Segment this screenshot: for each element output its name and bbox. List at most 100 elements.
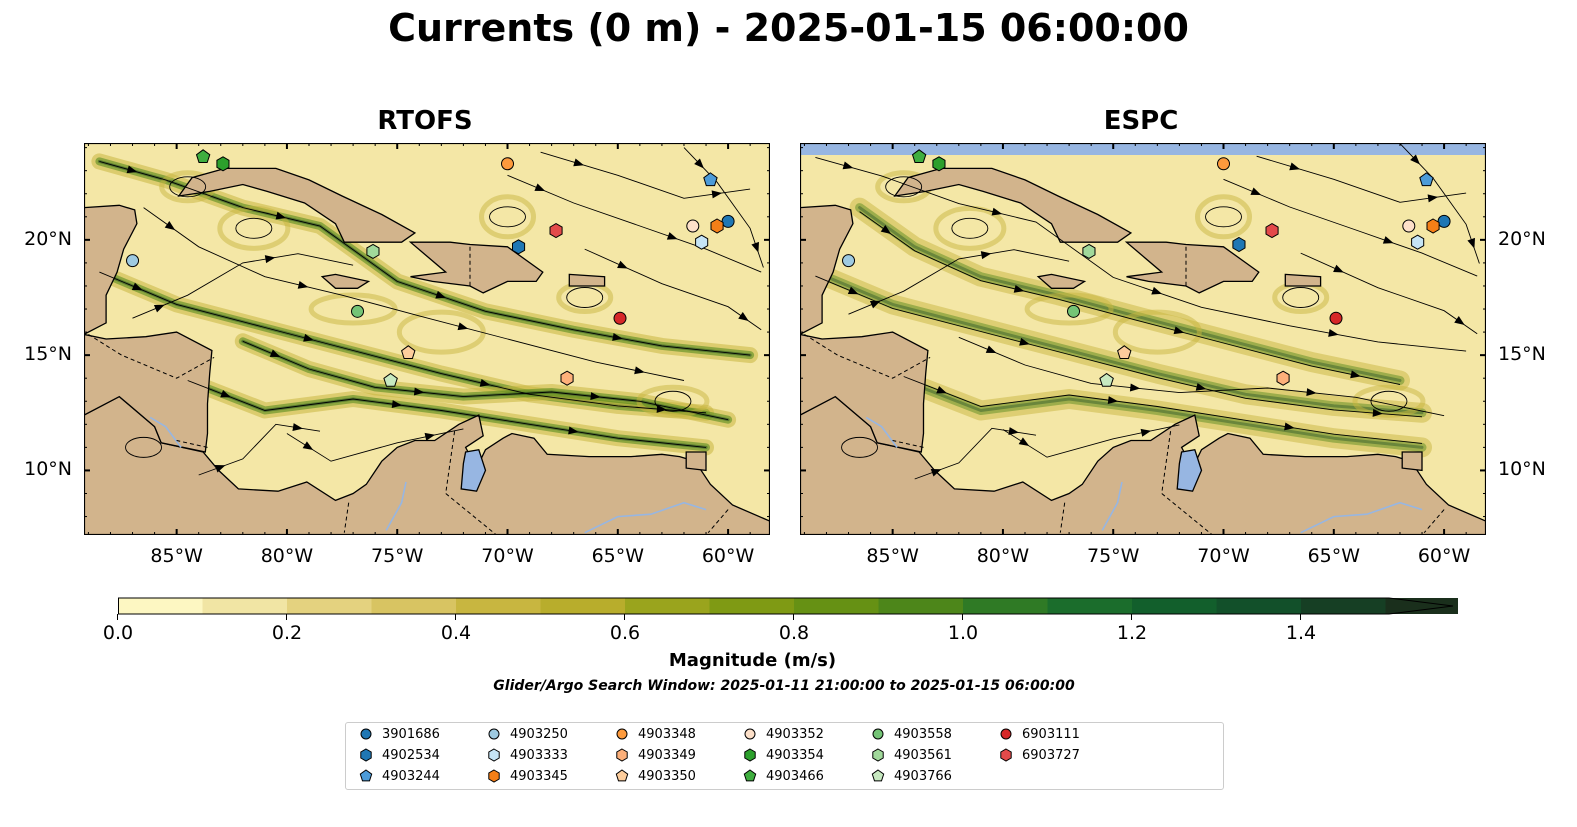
eddy-streamline — [169, 176, 207, 198]
float-marker-4903766 — [1099, 372, 1114, 387]
landmass-puertorico — [1284, 273, 1322, 287]
circle-marker-icon — [744, 728, 756, 740]
legend-item-4903352: 4903352 — [742, 726, 824, 742]
streamline — [143, 207, 685, 381]
streamline-arrow — [1140, 428, 1152, 437]
streamline-arrow — [220, 389, 231, 398]
colorbar-tick — [1300, 614, 1301, 620]
streamline-arrow — [694, 158, 704, 169]
legend-item-6903727: 6903727 — [998, 747, 1080, 763]
streamline-arrow — [1013, 284, 1025, 293]
float-marker-4903250 — [842, 254, 856, 268]
eddy-streamline — [841, 436, 879, 458]
hexagon-marker-icon — [488, 748, 500, 762]
eddy-band — [396, 309, 486, 355]
colorbar-segment — [709, 598, 795, 614]
streamline — [99, 160, 751, 356]
streamline-arrow — [1019, 337, 1030, 346]
legend-item-4903244: 4903244 — [358, 768, 440, 784]
eddy-streamline — [1205, 206, 1242, 228]
streamline-arrow — [590, 392, 601, 401]
legend-marker — [744, 728, 756, 740]
lon-tick-label-right: 80°W — [976, 545, 1030, 567]
eddy-streamline — [885, 176, 923, 198]
legend-marker — [1000, 748, 1012, 762]
float-marker-4903352 — [1402, 219, 1416, 233]
float-marker-3901686 — [721, 214, 735, 228]
streamline-arrow — [1129, 383, 1141, 392]
float-marker-4903349 — [560, 370, 574, 386]
legend-label: 4902534 — [382, 747, 440, 763]
float-marker-4903354 — [932, 156, 946, 172]
landmass-maracaibo — [1176, 448, 1203, 492]
streamline-arrow — [991, 207, 1003, 216]
current-speed-band — [810, 267, 1427, 418]
current-speed-band — [858, 206, 1402, 382]
streamline — [958, 336, 1445, 417]
eddy-band — [217, 205, 291, 251]
legend-item-4903250: 4903250 — [486, 726, 568, 742]
streamline-arrow — [936, 385, 947, 394]
legend-label: 4903250 — [510, 726, 568, 742]
lon-tick-label-left: 85°W — [150, 545, 203, 567]
colorbar-tick — [117, 614, 118, 620]
lat-tick-label-right: 10°N — [1498, 458, 1546, 481]
streamline-arrow — [985, 345, 997, 354]
float-marker-4903558 — [351, 304, 365, 318]
country-border — [88, 333, 215, 379]
streamline-arrow — [164, 221, 176, 231]
streamline-arrow — [1333, 264, 1344, 273]
panel-title-espc: ESPC — [1103, 106, 1179, 136]
colorbar-segment — [794, 598, 879, 614]
eddy-streamline — [951, 217, 989, 239]
legend-marker — [744, 748, 756, 762]
streamline — [242, 340, 729, 421]
streamline — [507, 174, 762, 273]
streamline-arrow — [534, 183, 546, 192]
river — [865, 416, 898, 448]
streamline-arrow — [869, 300, 881, 309]
float-marker-6903727 — [1265, 223, 1279, 239]
lat-tick-label-left: 15°N — [24, 343, 72, 366]
streamline-arrow — [292, 423, 303, 431]
eddy-band — [479, 194, 537, 240]
streamline-arrow — [424, 432, 436, 441]
streamline-arrow — [1410, 154, 1420, 165]
float-marker-4903561 — [366, 243, 380, 259]
river — [1300, 501, 1423, 534]
current-speed-band — [855, 203, 1405, 385]
streamline — [187, 380, 707, 448]
landmass-trinidad — [685, 451, 707, 472]
float-marker-4903558 — [1067, 304, 1081, 318]
legend-marker — [871, 769, 885, 782]
streamline-arrow — [847, 286, 859, 295]
eddy-band — [1024, 292, 1114, 326]
river — [1101, 481, 1123, 531]
streamline-arrow — [214, 464, 226, 473]
float-legend: 3901686 4902534 4903244 4903250 4903333 49033… — [345, 722, 1224, 790]
current-speed-band — [813, 270, 1424, 415]
lon-tick-label-left: 65°W — [591, 545, 645, 567]
legend-label: 4903354 — [766, 747, 824, 763]
landmass-centralamerica — [800, 204, 854, 336]
pentagon-marker-icon — [615, 769, 629, 782]
legend-marker — [616, 728, 628, 740]
eddy-band — [933, 205, 1007, 251]
lon-tick-label-right: 70°W — [1197, 545, 1250, 567]
country-border — [1161, 431, 1213, 535]
legend-label: 6903727 — [1022, 747, 1080, 763]
colorbar-tick-label: 0.4 — [440, 622, 472, 644]
country-border — [1423, 509, 1445, 534]
legend-marker — [872, 728, 884, 740]
eddy-streamline — [1370, 390, 1408, 412]
legend-item-4903345: 4903345 — [486, 768, 568, 784]
no-data-strip — [800, 143, 1486, 155]
streamline-arrow — [738, 312, 749, 322]
streamline — [903, 376, 1423, 444]
float-marker-4903766 — [383, 372, 398, 387]
streamline — [815, 275, 1423, 418]
colorbar-tick — [962, 614, 963, 620]
landmass-cuba — [177, 167, 417, 243]
colorbar-segment — [287, 598, 372, 614]
streamline-arrow — [573, 158, 584, 167]
